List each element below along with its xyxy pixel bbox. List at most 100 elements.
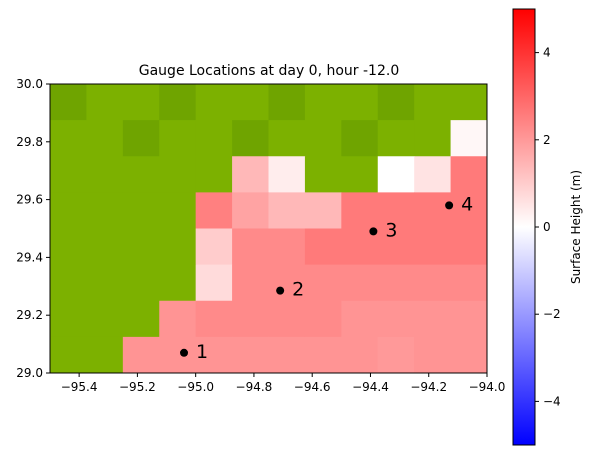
land-cell	[341, 84, 379, 121]
water-cell	[414, 336, 451, 374]
water-cell	[304, 336, 342, 374]
land-cell	[232, 84, 269, 121]
water-cell	[195, 264, 233, 302]
land-cell	[341, 156, 379, 193]
land-cell	[195, 120, 233, 157]
gauge-label: 4	[461, 193, 473, 215]
land-cell	[159, 156, 197, 193]
water-cell	[377, 192, 415, 229]
land-cell	[377, 84, 415, 121]
water-cell	[450, 264, 488, 302]
water-cell	[304, 228, 342, 266]
land-cell	[50, 192, 87, 229]
land-cell	[159, 84, 197, 121]
land-cell	[159, 228, 197, 266]
x-tick-label: −94.2	[410, 380, 447, 394]
water-cell	[268, 336, 306, 374]
land-cell	[86, 300, 124, 338]
land-cell	[86, 156, 124, 193]
gauge-marker	[180, 348, 189, 357]
water-cell	[268, 156, 306, 193]
surface-height-map	[50, 84, 488, 374]
x-tick-label: −95.0	[177, 380, 214, 394]
water-cell	[377, 300, 415, 338]
water-cell	[450, 228, 488, 266]
water-cell	[450, 156, 488, 193]
gauge-marker	[276, 286, 285, 295]
gauge-marker	[369, 227, 378, 236]
water-cell	[232, 156, 269, 193]
land-cell	[304, 156, 342, 193]
water-cell	[232, 300, 269, 338]
land-cell	[86, 264, 124, 302]
land-cell	[377, 120, 415, 157]
water-cell	[268, 264, 306, 302]
land-cell	[50, 228, 87, 266]
water-cell	[159, 336, 197, 374]
water-cell	[195, 192, 233, 229]
water-cell	[414, 228, 451, 266]
land-cell	[122, 228, 160, 266]
y-tick-label: 29.6	[16, 193, 43, 207]
land-cell	[50, 264, 87, 302]
land-cell	[159, 264, 197, 302]
water-cell	[268, 300, 306, 338]
land-cell	[304, 84, 342, 121]
colorbar-label: Surface Height (m)	[569, 170, 583, 284]
gauge-label: 2	[292, 279, 304, 301]
x-tick-label: −94.8	[236, 380, 273, 394]
land-cell	[414, 120, 451, 157]
colorbar	[512, 8, 536, 446]
land-cell	[268, 84, 306, 121]
water-cell	[414, 300, 451, 338]
water-cell	[159, 300, 197, 338]
land-cell	[232, 120, 269, 157]
land-cell	[50, 300, 87, 338]
x-tick-label: −94.4	[352, 380, 389, 394]
land-cell	[86, 192, 124, 229]
land-cell	[414, 84, 451, 121]
plot-frame	[49, 83, 488, 374]
land-cell	[159, 120, 197, 157]
y-tick-label: 30.0	[16, 77, 43, 91]
chart-title: Gauge Locations at day 0, hour -12.0	[139, 63, 399, 79]
land-cell	[195, 156, 233, 193]
water-cell	[122, 336, 160, 374]
y-tick-label: 29.4	[16, 250, 43, 264]
gauge-marker	[445, 201, 454, 210]
water-cell	[304, 192, 342, 229]
x-tick-label: −94.6	[294, 380, 331, 394]
water-cell	[450, 336, 488, 374]
land-cell	[86, 120, 124, 157]
water-cell	[414, 192, 451, 229]
land-cell	[122, 192, 160, 229]
colorbar-axis: −4 −2 0 2 4	[535, 46, 561, 408]
y-axis: 29.0 29.2 29.4 29.6 29.8 30.0	[16, 77, 50, 380]
water-cell	[304, 300, 342, 338]
water-cell	[304, 264, 342, 302]
land-cell	[122, 300, 160, 338]
land-cell	[50, 84, 87, 121]
y-tick-label: 29.2	[16, 308, 43, 322]
land-cell	[122, 156, 160, 193]
water-cell	[195, 300, 233, 338]
water-cell	[377, 336, 415, 374]
x-tick-label: −94.0	[469, 380, 506, 394]
water-cell	[450, 192, 488, 229]
water-cell	[195, 228, 233, 266]
colorbar-tick-label: −4	[543, 394, 561, 408]
water-cell	[450, 120, 488, 157]
colorbar-tick-label: 4	[543, 46, 551, 60]
colorbar-tick-label: 0	[543, 220, 551, 234]
gauge-label: 1	[196, 341, 208, 363]
water-cell	[450, 300, 488, 338]
land-cell	[341, 120, 379, 157]
water-cell	[268, 192, 306, 229]
colorbar-tick-label: 2	[543, 133, 551, 147]
land-cell	[122, 264, 160, 302]
land-cell	[50, 336, 87, 374]
land-cell	[268, 120, 306, 157]
water-cell	[341, 336, 379, 374]
water-cell	[341, 300, 379, 338]
